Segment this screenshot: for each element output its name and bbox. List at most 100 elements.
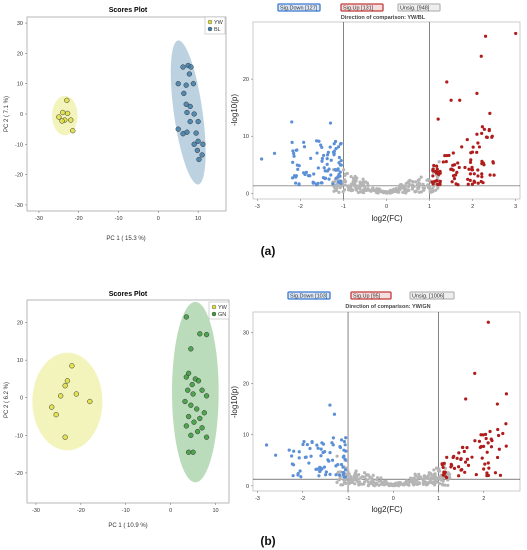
sig-up-gene-point	[473, 180, 477, 184]
sig-down-gene-point	[315, 151, 319, 155]
sample-point-bl	[184, 109, 190, 116]
y-axis-label: PC 2 ( 7.1 %)	[4, 96, 10, 132]
unsig-gene-point	[375, 477, 379, 482]
y-tick-label: -10	[15, 142, 23, 148]
unsig-gene-point	[375, 189, 379, 193]
unsig-gene-point	[362, 471, 367, 475]
sig-up-gene-point	[451, 151, 455, 155]
unsig-gene-point	[411, 180, 415, 184]
sig-down-gene-point	[333, 167, 337, 172]
unsig-gene-point	[335, 184, 340, 188]
sig-down-gene-point	[327, 459, 331, 463]
sig-down-gene-point	[292, 151, 296, 156]
sig-up-gene-point	[445, 80, 449, 84]
unsig-gene-point	[357, 482, 361, 486]
sig-down-gene-point	[329, 173, 333, 177]
unsig-gene-point	[397, 186, 402, 190]
unsig-gene-point	[446, 478, 450, 482]
sig-down-gene-point	[337, 473, 342, 477]
sample-point-bl	[195, 118, 201, 125]
unsig-gene-point	[351, 177, 356, 181]
sig-up-gene-point	[442, 471, 447, 476]
x-tick-label: 10	[212, 508, 218, 514]
y-axis-label: -log10(p)	[230, 94, 239, 126]
unsig-gene-point	[432, 468, 436, 472]
sample-point-bl	[181, 90, 187, 97]
sample-point-gn	[201, 410, 207, 416]
sig-down-gene-point	[334, 147, 338, 151]
sample-point-yw	[64, 97, 70, 104]
sig-up-gene-point	[460, 445, 465, 450]
x-tick-label: 1	[437, 496, 440, 502]
sample-point-bl	[191, 141, 197, 147]
sig-up-gene-point	[476, 141, 480, 145]
sig-down-gene-point	[294, 175, 298, 179]
unsig-gene-point	[388, 191, 392, 195]
sample-point-gn	[185, 387, 191, 393]
sig-down-gene-point	[319, 143, 323, 147]
unsig-gene-point	[342, 168, 346, 172]
sig-down-gene-point	[336, 168, 340, 172]
sample-point-gn	[188, 402, 194, 408]
sig-down-gene-point	[344, 449, 348, 453]
legend-label-bl: BL	[214, 27, 221, 33]
legend-swatch-sig-up	[350, 291, 392, 300]
sig-up-gene-point	[456, 465, 461, 469]
unsig-gene-point	[422, 474, 426, 478]
unsig-gene-point	[413, 189, 417, 194]
sig-down-gene-point	[324, 473, 328, 477]
sample-point-gn	[199, 387, 205, 393]
unsig-gene-point	[446, 472, 450, 476]
legend-marker-yw	[211, 304, 217, 310]
unsig-gene-point	[349, 175, 353, 179]
unsig-gene-point	[358, 183, 362, 187]
sig-up-gene-point	[468, 172, 473, 176]
unsig-gene-point	[350, 188, 355, 192]
sig-up-gene-point	[490, 438, 494, 443]
sig-up-gene-point	[475, 91, 479, 95]
sig-up-gene-point	[504, 392, 509, 396]
axis-ticks: -30 -20 -10 0 10 -30 -20 -10 0 10 20 30	[15, 21, 201, 222]
unsig-gene-point	[339, 483, 343, 487]
unsig-gene-point	[408, 476, 413, 480]
plot-frame	[252, 21, 521, 200]
x-tick-label: 2	[471, 204, 474, 210]
sig-down-gene-point	[293, 181, 298, 185]
unsig-gene-point	[399, 183, 403, 187]
y-axis-label: -log10(p)	[230, 386, 239, 418]
sig-up-gene-point	[487, 466, 491, 470]
unsig-gene-point	[427, 471, 431, 475]
legend: YW GN	[208, 301, 230, 320]
sig-up-gene-point	[460, 145, 464, 149]
sig-up-gene-point	[456, 161, 460, 165]
sig-up-gene-point	[481, 161, 485, 165]
unsig-gene-point	[344, 481, 348, 485]
axis-ticks: -3 -2 -1 0 1 2 3 0 10 20	[243, 77, 517, 210]
sig-up-gene-point	[435, 164, 439, 168]
unsig-gene-point	[415, 478, 419, 482]
sample-points	[56, 62, 206, 163]
sig-down-gene-point	[332, 142, 336, 146]
sig-up-gene-point	[452, 466, 457, 470]
legend-sig-up: Sig.Up [95]	[353, 294, 381, 300]
x-tick-label: 0	[392, 496, 395, 502]
unsig-gene-point	[407, 188, 411, 192]
sig-down-gene-point	[344, 436, 348, 440]
y-tick-label: 0	[20, 396, 23, 402]
x-axis-label: PC 1 ( 10.9 %)	[108, 523, 147, 529]
volcano-legend: Sig.Down [103] Sig.Up [95] Unsig. [1006]	[287, 291, 455, 300]
sig-down-gene-point	[319, 454, 323, 458]
y-tick-label: 10	[243, 433, 249, 439]
sig-up-gene-point	[483, 34, 488, 38]
unsig-gene-point	[446, 483, 450, 487]
sig-down-gene-point	[297, 456, 301, 460]
sample-point-yw	[62, 383, 68, 389]
unsig-gene-point	[355, 188, 359, 192]
sig-down-gene-point	[331, 443, 335, 447]
sample-point-yw	[58, 393, 64, 399]
x-tick-label: -2	[300, 496, 305, 502]
confidence-ellipse-gn	[171, 301, 219, 483]
sig-up-gene-point	[472, 172, 476, 176]
sample-point-gn	[183, 374, 190, 380]
sample-point-bl	[183, 82, 189, 88]
